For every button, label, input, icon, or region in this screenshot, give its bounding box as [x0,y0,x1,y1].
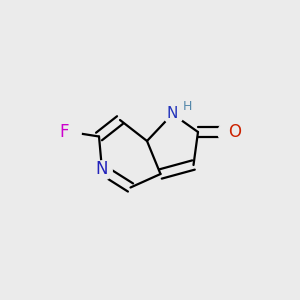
Text: F: F [59,123,69,141]
Text: N: N [96,160,108,178]
Text: O: O [228,123,241,141]
Text: N: N [167,106,178,122]
Text: H: H [183,100,192,113]
